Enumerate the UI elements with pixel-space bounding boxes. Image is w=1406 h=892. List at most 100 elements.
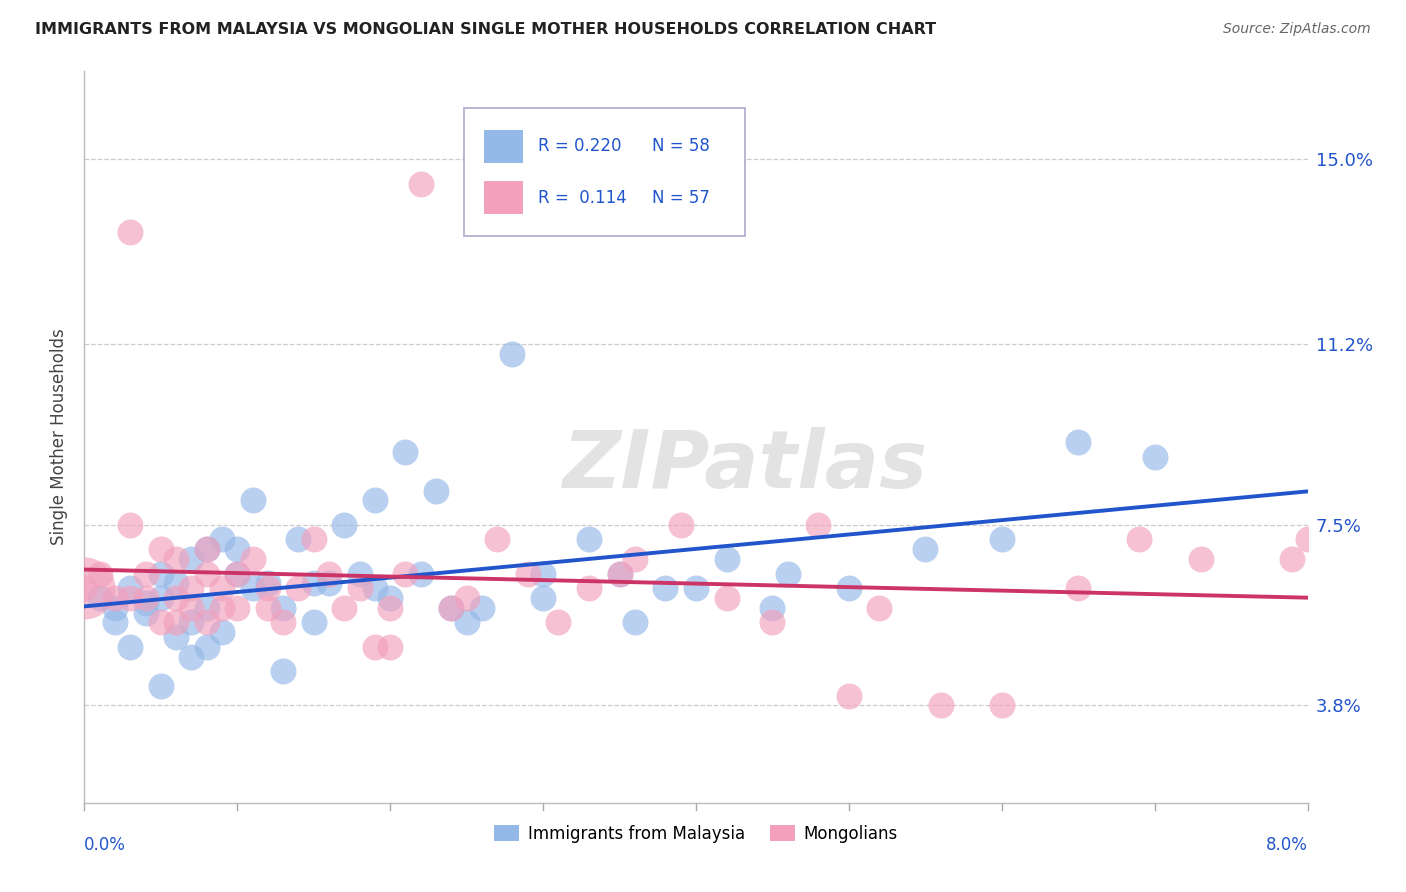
Point (226, 566, 249, 581)
Point (180, 615, 202, 630)
Point (914, 542, 936, 557)
Point (226, 600, 249, 615)
Point (380, 640, 402, 654)
Point (380, 600, 402, 615)
Point (654, 581, 676, 595)
Point (380, 591, 402, 605)
Point (165, 615, 187, 630)
Point (364, 493, 387, 508)
Legend: Immigrants from Malaysia, Mongolians: Immigrants from Malaysia, Mongolians (488, 818, 904, 849)
Point (89, 566, 111, 581)
Point (242, 581, 264, 595)
Point (165, 630, 187, 644)
Point (1067, 434, 1090, 449)
Point (149, 591, 172, 605)
Point (761, 600, 783, 615)
Point (89, 591, 111, 605)
Point (394, 566, 416, 581)
Point (929, 698, 952, 713)
Point (135, 566, 157, 581)
Point (165, 552, 187, 566)
Point (271, 615, 294, 630)
Point (1143, 450, 1166, 464)
Point (135, 606, 157, 620)
Point (211, 600, 233, 615)
Point (1128, 533, 1150, 547)
Point (211, 581, 233, 595)
Point (531, 591, 554, 605)
Text: Source: ZipAtlas.com: Source: ZipAtlas.com (1223, 22, 1371, 37)
Text: R =  0.114: R = 0.114 (538, 188, 627, 207)
Point (120, 225, 142, 239)
Point (257, 576, 280, 591)
Point (135, 596, 157, 610)
Point (120, 591, 142, 605)
Point (180, 552, 202, 566)
Point (609, 566, 631, 581)
Point (226, 566, 249, 581)
Point (120, 640, 142, 654)
Point (624, 552, 647, 566)
Point (302, 533, 325, 547)
Point (425, 483, 447, 498)
Point (547, 615, 569, 630)
Point (149, 566, 172, 581)
Point (180, 600, 202, 615)
Point (991, 533, 1014, 547)
Point (195, 542, 218, 557)
Point (716, 591, 738, 605)
Point (195, 615, 218, 630)
Point (73, 581, 96, 595)
Point (440, 600, 463, 615)
Point (333, 517, 356, 532)
Point (104, 600, 127, 615)
Point (456, 615, 478, 630)
Point (242, 552, 264, 566)
Point (440, 600, 463, 615)
Point (180, 581, 202, 595)
Point (211, 533, 233, 547)
Point (120, 581, 142, 595)
Point (991, 698, 1014, 713)
Point (195, 566, 218, 581)
Point (302, 576, 325, 591)
Point (1189, 552, 1212, 566)
Point (1067, 581, 1090, 595)
Text: 0.0%: 0.0% (84, 836, 127, 854)
Point (578, 533, 600, 547)
Point (471, 600, 494, 615)
Point (609, 566, 631, 581)
Point (761, 615, 783, 630)
Point (364, 581, 387, 595)
Point (302, 615, 325, 630)
Point (195, 600, 218, 615)
Point (120, 517, 142, 532)
Point (257, 600, 280, 615)
Point (1281, 552, 1303, 566)
Point (242, 493, 264, 508)
Point (456, 591, 478, 605)
FancyBboxPatch shape (484, 181, 523, 214)
Point (226, 542, 249, 557)
Point (838, 581, 860, 595)
Point (409, 566, 432, 581)
Point (669, 517, 692, 532)
Y-axis label: Single Mother Households: Single Mother Households (51, 329, 69, 545)
Point (165, 576, 187, 591)
FancyBboxPatch shape (484, 130, 523, 163)
Point (1296, 533, 1319, 547)
Text: N = 57: N = 57 (652, 188, 710, 207)
Point (287, 581, 309, 595)
Point (73, 581, 96, 595)
Point (149, 679, 172, 693)
Point (104, 591, 127, 605)
Point (287, 533, 309, 547)
Point (394, 444, 416, 458)
Text: N = 58: N = 58 (652, 137, 710, 155)
Point (349, 566, 371, 581)
Text: R = 0.220: R = 0.220 (538, 137, 621, 155)
Point (502, 347, 524, 361)
Point (685, 581, 707, 595)
Point (149, 542, 172, 557)
Point (318, 566, 340, 581)
